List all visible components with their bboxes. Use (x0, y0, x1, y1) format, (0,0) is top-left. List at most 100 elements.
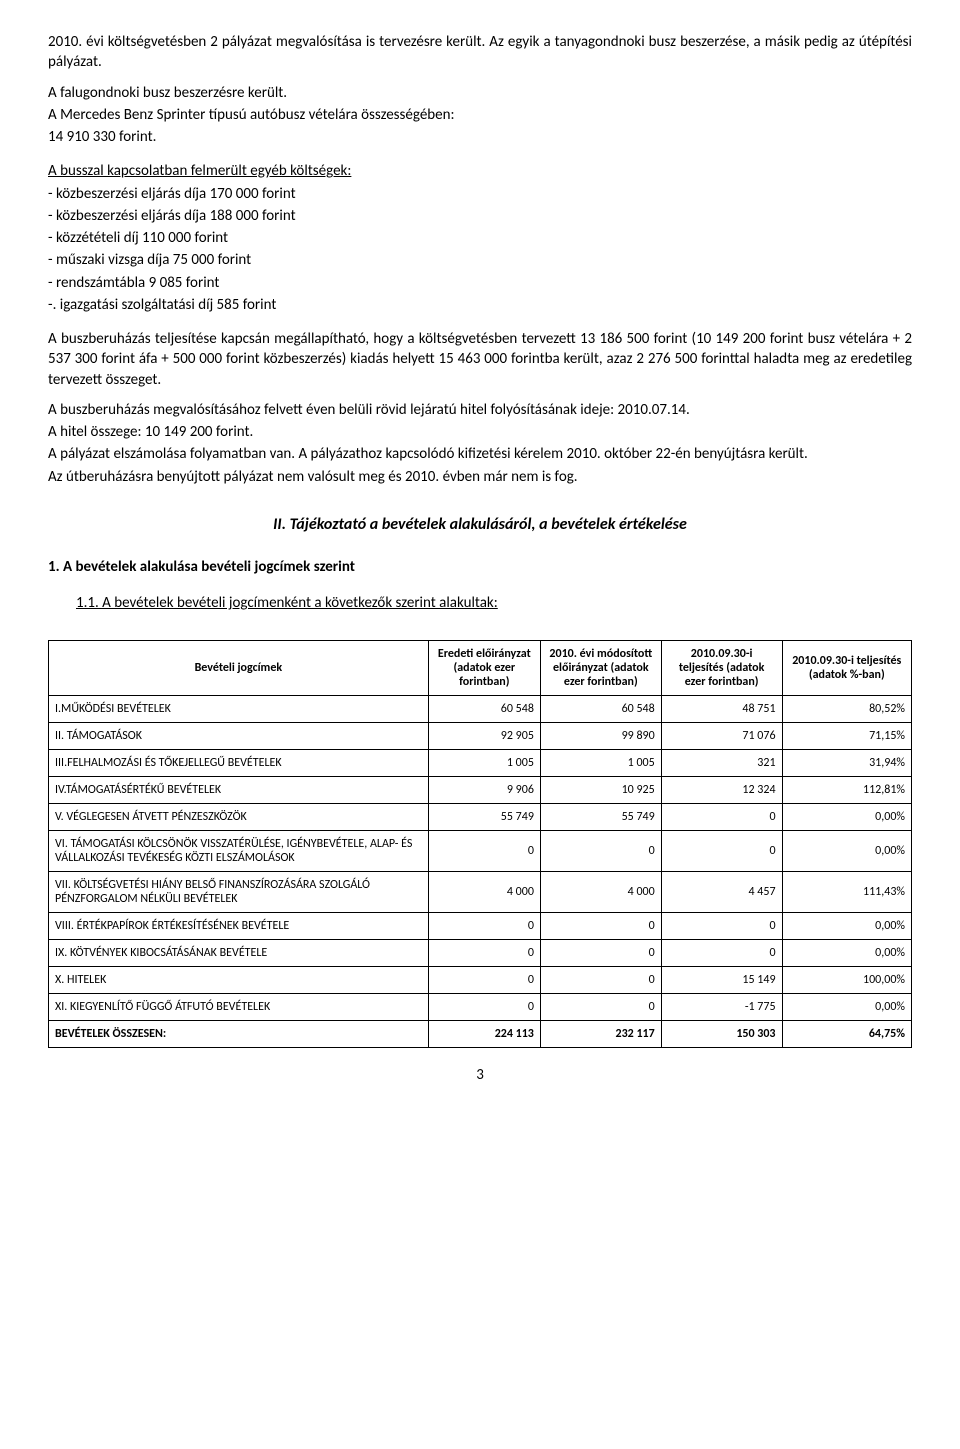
cell-c2: 60 548 (540, 695, 661, 722)
table-footer-row: BEVÉTELEK ÖSSZESEN:224 113232 117150 303… (49, 1020, 912, 1047)
cell-c1: 0 (428, 830, 540, 871)
cell-c2: 0 (540, 830, 661, 871)
cell-c4: 0,00% (782, 803, 911, 830)
intro-p3: A Mercedes Benz Sprinter típusú autóbusz… (48, 105, 912, 125)
cell-label: X. HITELEK (49, 966, 429, 993)
section2-title: II. Tájékoztató a bevételek alakulásáról… (48, 515, 912, 534)
cell-c4: 111,43% (782, 871, 911, 912)
cell-c4: 0,00% (782, 830, 911, 871)
table-row: X. HITELEK0015 149100,00% (49, 966, 912, 993)
table-row: XI. KIEGYENLÍTŐ FÜGGŐ ÁTFUTÓ BEVÉTELEK 0 0… (49, 993, 912, 1020)
cell-label: VIII. ÉRTÉKPAPÍROK ÉRTÉKESÍTÉSÉNEK BEVÉT… (49, 912, 429, 939)
cell-c4: 80,52% (782, 695, 911, 722)
cell-label: XI. KIEGYENLÍTŐ FÜGGŐ ÁTFUTÓ BEVÉTELEK (49, 993, 429, 1020)
section2-sub1: 1. A bevételek alakulása bevételi jogcím… (48, 558, 912, 576)
cell-c2: 4 000 (540, 871, 661, 912)
cell-c3: 0 (661, 912, 782, 939)
cost-item-5: -. igazgatási szolgáltatási díj 585 fori… (48, 295, 912, 315)
table-row: V. VÉGLEGESEN ÁTVETT PÉNZESZKÖZÖK55 7495… (49, 803, 912, 830)
cell-c2: 55 749 (540, 803, 661, 830)
cell-c2: 0 (540, 993, 661, 1020)
cell-c1: 0 (428, 912, 540, 939)
cell-c4: 112,81% (782, 776, 911, 803)
cost-item-3: - műszaki vizsga díja 75 000 forint (48, 250, 912, 270)
table-row: III.FELHALMOZÁSI ÉS TŐKEJELLEGŰ BEVÉTELE… (49, 749, 912, 776)
footer-label: BEVÉTELEK ÖSSZESEN: (49, 1020, 429, 1047)
cell-c4: 0,00% (782, 993, 911, 1020)
cell-c4: 0,00% (782, 912, 911, 939)
cell-c3: 15 149 (661, 966, 782, 993)
cell-c2: 10 925 (540, 776, 661, 803)
explain-p5: Az útberuházásra benyújtott pályázat nem… (48, 467, 912, 487)
cell-c2: 99 890 (540, 722, 661, 749)
cost-item-4: - rendszámtábla 9 085 forint (48, 273, 912, 293)
cell-label: II. TÁMOGATÁSOK (49, 722, 429, 749)
cell-c3: 4 457 (661, 871, 782, 912)
table-row: II. TÁMOGATÁSOK92 90599 89071 07671,15% (49, 722, 912, 749)
cell-label: VII. KÖLTSÉGVETÉSI HIÁNY BELSŐ FINANSZÍR… (49, 871, 429, 912)
table-body: I.MŰKÖDÉSI BEVÉTELEK60 54860 54848 75180… (49, 695, 912, 1047)
explain-p3: A hitel összege: 10 149 200 forint. (48, 422, 912, 442)
cell-c1: 60 548 (428, 695, 540, 722)
cell-c1: 92 905 (428, 722, 540, 749)
cell-c4: 31,94% (782, 749, 911, 776)
th-jogcimek: Bevételi jogcímek (49, 640, 429, 695)
cell-c1: 0 (428, 966, 540, 993)
cell-c3: -1 775 (661, 993, 782, 1020)
intro-p2: A falugondnoki busz beszerzésre került. (48, 83, 912, 103)
cell-c1: 1 005 (428, 749, 540, 776)
footer-c2: 232 117 (540, 1020, 661, 1047)
cell-c1: 4 000 (428, 871, 540, 912)
table-row: VII. KÖLTSÉGVETÉSI HIÁNY BELSŐ FINANSZÍR… (49, 871, 912, 912)
explain-p4: A pályázat elszámolása folyamatban van. … (48, 444, 912, 464)
cell-c4: 71,15% (782, 722, 911, 749)
footer-c4: 64,75% (782, 1020, 911, 1047)
cell-c4: 0,00% (782, 939, 911, 966)
cell-c1: 55 749 (428, 803, 540, 830)
cell-c1: 0 (428, 939, 540, 966)
cell-label: I.MŰKÖDÉSI BEVÉTELEK (49, 695, 429, 722)
cell-c2: 0 (540, 912, 661, 939)
cell-c3: 12 324 (661, 776, 782, 803)
cell-label: V. VÉGLEGESEN ÁTVETT PÉNZESZKÖZÖK (49, 803, 429, 830)
cell-c2: 1 005 (540, 749, 661, 776)
costs-heading: A busszal kapcsolatban felmerült egyéb k… (48, 161, 912, 181)
cell-c3: 48 751 (661, 695, 782, 722)
cell-label: VI. TÁMOGATÁSI KÖLCSÖNÖK VISSZATÉRÜLÉSE,… (49, 830, 429, 871)
cell-c2: 0 (540, 966, 661, 993)
intro-p1-text: 2010. évi költségvetésben 2 pályázat meg… (48, 33, 912, 71)
table-row: VIII. ÉRTÉKPAPÍROK ÉRTÉKESÍTÉSÉNEK BEVÉT… (49, 912, 912, 939)
table-row: I.MŰKÖDÉSI BEVÉTELEK60 54860 54848 75180… (49, 695, 912, 722)
th-modositott: 2010. évi módosított előirányzat (adatok… (540, 640, 661, 695)
costs-block: A busszal kapcsolatban felmerült egyéb k… (48, 161, 912, 315)
explain-block: A buszberuházás teljesítése kapcsán megá… (48, 329, 912, 487)
table-row: VI. TÁMOGATÁSI KÖLCSÖNÖK VISSZATÉRÜLÉSE,… (49, 830, 912, 871)
cell-label: III.FELHALMOZÁSI ÉS TŐKEJELLEGŰ BEVÉTELE… (49, 749, 429, 776)
intro-p4: 14 910 330 forint. (48, 127, 912, 147)
revenue-table: Bevételi jogcímek Eredeti előirányzat (a… (48, 640, 912, 1048)
explain-p2: A buszberuházás megvalósításához felvett… (48, 400, 912, 420)
cost-item-2: - közzétételi díj 110 000 forint (48, 228, 912, 248)
cell-c3: 0 (661, 939, 782, 966)
cell-c2: 0 (540, 939, 661, 966)
footer-c1: 224 113 (428, 1020, 540, 1047)
footer-c3: 150 303 (661, 1020, 782, 1047)
table-header-row: Bevételi jogcímek Eredeti előirányzat (a… (49, 640, 912, 695)
th-eredeti: Eredeti előirányzat (adatok ezer forintb… (428, 640, 540, 695)
cell-c4: 100,00% (782, 966, 911, 993)
cell-c3: 321 (661, 749, 782, 776)
page-number: 3 (48, 1066, 912, 1084)
cell-c1: 9 906 (428, 776, 540, 803)
table-row: IV.TÁMOGATÁSÉRTÉKŰ BEVÉTELEK9 90610 9251… (49, 776, 912, 803)
table-row: IX. KÖTVÉNYEK KIBOCSÁTÁSÁNAK BEVÉTELE000… (49, 939, 912, 966)
th-teljesites: 2010.09.30-i teljesítés (adatok ezer for… (661, 640, 782, 695)
cell-c3: 71 076 (661, 722, 782, 749)
explain-p1: A buszberuházás teljesítése kapcsán megá… (48, 329, 912, 390)
intro-p1: 2010. évi költségvetésben 2 pályázat meg… (48, 32, 912, 73)
cost-item-1: - közbeszerzési eljárás díja 188 000 for… (48, 206, 912, 226)
cost-item-0: - közbeszerzési eljárás díja 170 000 for… (48, 184, 912, 204)
cell-label: IX. KÖTVÉNYEK KIBOCSÁTÁSÁNAK BEVÉTELE (49, 939, 429, 966)
intro-block: 2010. évi költségvetésben 2 pályázat meg… (48, 32, 912, 147)
cell-label: IV.TÁMOGATÁSÉRTÉKŰ BEVÉTELEK (49, 776, 429, 803)
cell-c3: 0 (661, 803, 782, 830)
